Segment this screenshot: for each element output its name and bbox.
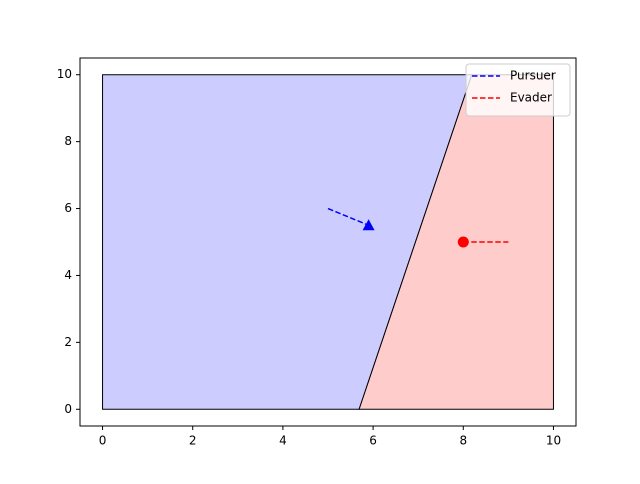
legend-label: Pursuer [510,69,556,83]
x-tick-label: 0 [99,434,107,448]
y-tick-label: 0 [64,402,72,416]
legend-label: Evader [510,91,552,105]
y-tick-label: 10 [57,67,72,81]
y-tick-label: 2 [64,335,72,349]
marker [362,219,375,231]
marker [457,236,469,248]
series-line [327,207,369,226]
legend-box [465,63,571,117]
x-tick-label: 8 [459,434,467,448]
legend: Pursuer Evader [465,63,571,117]
y-tick-label: 4 [64,268,72,282]
y-tick-label: 6 [64,201,72,215]
x-tick-label: 6 [369,434,377,448]
x-tick-label: 2 [189,434,197,448]
axes-frame [79,57,577,427]
y-tick-label: 8 [64,134,72,148]
x-tick-label: 10 [546,434,561,448]
x-tick-label: 4 [279,434,287,448]
